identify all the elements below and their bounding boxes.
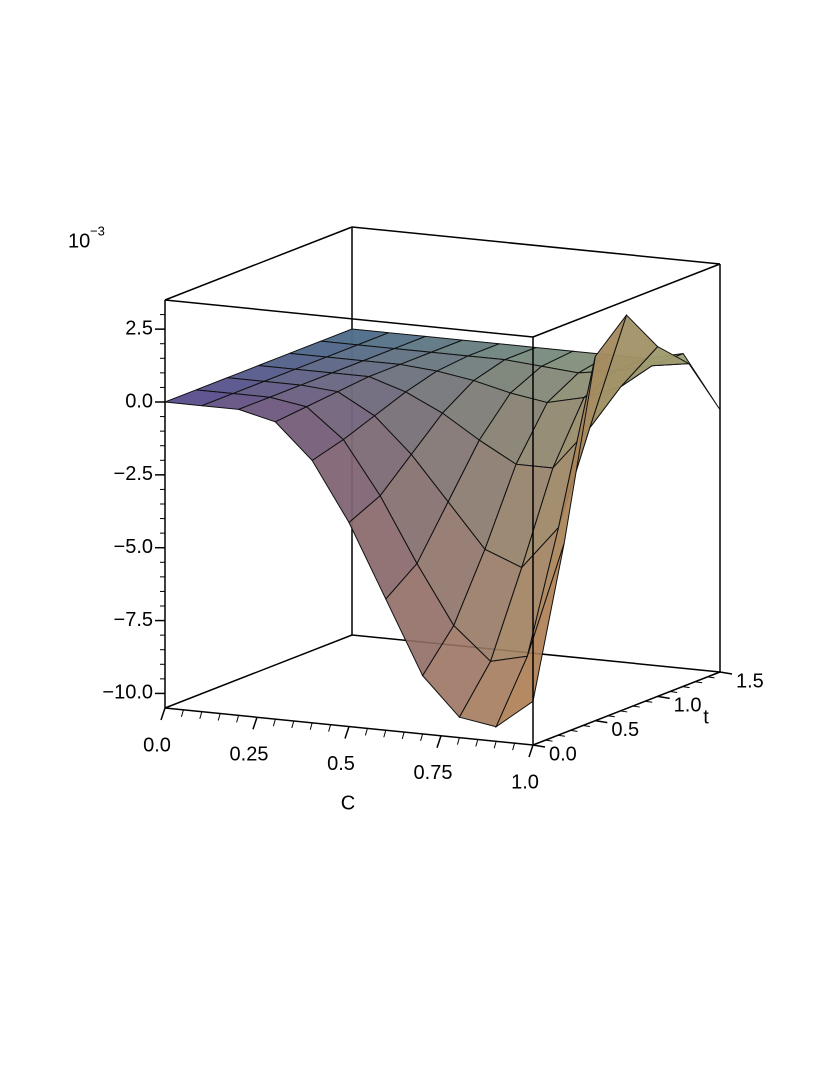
z-multiplier-base: 10 xyxy=(68,230,90,252)
z-tick-label: 2.5 xyxy=(125,317,153,339)
x-tick xyxy=(344,726,350,739)
x-minor-tick xyxy=(199,711,203,719)
surface-patch xyxy=(495,543,565,729)
box-edge xyxy=(164,634,353,709)
y-axis-label: t xyxy=(703,706,709,728)
x-minor-tick xyxy=(401,731,405,740)
x-minor-tick xyxy=(180,709,184,717)
y-minor-tick xyxy=(570,729,578,732)
box-edge xyxy=(164,226,353,301)
y-minor-tick xyxy=(620,710,628,713)
z-multiplier-exponent: −3 xyxy=(90,223,105,238)
x-tick-label: 0.0 xyxy=(143,734,171,756)
x-minor-tick xyxy=(272,718,276,727)
x-minor-tick xyxy=(383,730,387,738)
z-tick-label: −7.5 xyxy=(114,609,153,631)
box-edge xyxy=(532,263,721,338)
x-tick-label: 0.5 xyxy=(327,753,355,775)
x-tick xyxy=(252,717,258,730)
z-tick-label: −5.0 xyxy=(114,536,153,558)
z-tick-label: −10.0 xyxy=(102,682,153,704)
x-minor-tick xyxy=(512,743,516,751)
y-minor-tick xyxy=(682,686,690,689)
x-tick-label: 0.25 xyxy=(230,744,269,766)
x-minor-tick xyxy=(328,724,332,732)
box-edge xyxy=(351,226,721,265)
y-minor-tick xyxy=(670,690,678,693)
x-minor-tick xyxy=(291,720,295,729)
y-tick xyxy=(532,744,546,748)
y-tick-label: 1.5 xyxy=(736,670,764,692)
x-minor-tick xyxy=(475,739,479,747)
x-axis-label: C xyxy=(341,792,355,814)
x-minor-tick xyxy=(309,722,313,730)
x-minor-tick xyxy=(364,728,368,736)
y-minor-tick xyxy=(707,676,715,679)
x-minor-tick xyxy=(236,715,240,723)
y-tick xyxy=(595,719,608,724)
x-minor-tick xyxy=(456,737,460,745)
y-minor-tick xyxy=(545,739,553,742)
y-minor-tick xyxy=(632,705,640,708)
z-tick-label: −2.5 xyxy=(114,463,153,485)
x-tick-label: 0.75 xyxy=(414,762,453,784)
y-minor-tick xyxy=(607,715,615,718)
x-minor-tick xyxy=(420,733,424,742)
x-tick xyxy=(160,707,166,721)
box-edge xyxy=(164,299,534,338)
y-minor-tick xyxy=(582,725,590,728)
y-minor-tick xyxy=(645,700,653,703)
box-edge xyxy=(532,671,721,746)
z-tick-label: 0.0 xyxy=(125,390,153,412)
x-minor-tick xyxy=(217,713,221,721)
x-minor-tick xyxy=(493,741,497,749)
x-tick xyxy=(528,744,534,758)
y-minor-tick xyxy=(557,734,566,737)
x-tick xyxy=(436,735,442,748)
y-tick-label: 0.0 xyxy=(549,743,577,765)
y-tick-label: 1.0 xyxy=(674,695,702,717)
y-tick xyxy=(657,695,670,700)
y-tick-label: 0.5 xyxy=(611,719,639,741)
y-tick xyxy=(719,671,733,675)
x-tick-label: 1.0 xyxy=(511,771,539,793)
y-minor-tick xyxy=(694,681,703,684)
